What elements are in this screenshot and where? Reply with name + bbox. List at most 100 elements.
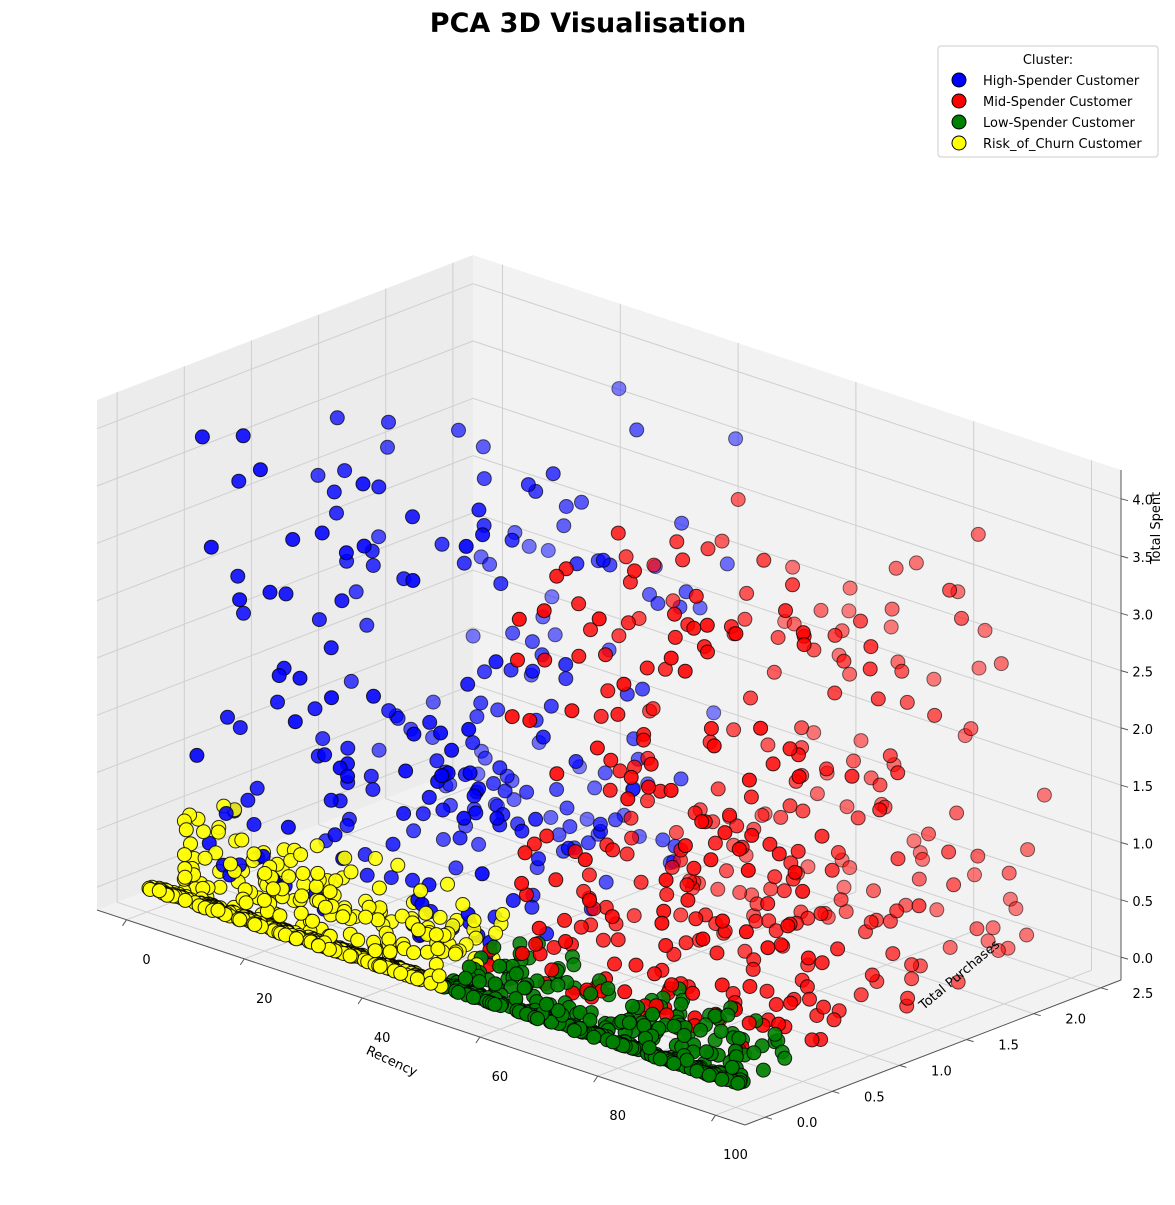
data-point bbox=[603, 752, 619, 768]
data-point bbox=[645, 701, 661, 717]
data-point bbox=[334, 593, 350, 609]
data-point bbox=[492, 760, 508, 776]
data-point bbox=[864, 967, 880, 983]
data-point bbox=[612, 763, 628, 779]
data-point bbox=[724, 1059, 740, 1075]
grid-z-left bbox=[96, 455, 474, 602]
data-point bbox=[688, 588, 704, 604]
data-point bbox=[629, 422, 645, 438]
data-point bbox=[680, 892, 696, 908]
data-point bbox=[894, 663, 910, 679]
data-point bbox=[582, 1012, 598, 1028]
data-point bbox=[580, 835, 596, 851]
data-point bbox=[544, 1014, 560, 1030]
data-point bbox=[574, 494, 589, 510]
data-point bbox=[1008, 901, 1024, 917]
data-point bbox=[699, 617, 715, 633]
data-point bbox=[558, 657, 574, 672]
data-point bbox=[1020, 842, 1036, 858]
data-point bbox=[985, 920, 1001, 936]
data-point bbox=[365, 558, 381, 573]
data-point bbox=[310, 865, 326, 881]
data-point bbox=[223, 856, 238, 872]
data-point bbox=[677, 838, 693, 854]
data-point bbox=[654, 915, 670, 931]
data-point bbox=[203, 539, 219, 555]
data-point bbox=[786, 616, 802, 632]
data-point bbox=[759, 983, 775, 999]
data-point bbox=[616, 676, 632, 692]
x-tick-mark bbox=[357, 997, 363, 1005]
data-point bbox=[482, 556, 498, 572]
x-tick-mark bbox=[593, 1075, 599, 1083]
data-point bbox=[853, 613, 868, 629]
data-point bbox=[548, 872, 564, 888]
data-point bbox=[262, 584, 278, 600]
data-point bbox=[665, 593, 681, 609]
data-point bbox=[549, 782, 565, 797]
data-point bbox=[899, 694, 915, 710]
x-axis-label: Recency bbox=[364, 1043, 420, 1080]
data-point bbox=[309, 838, 325, 854]
data-point bbox=[635, 681, 650, 697]
data-point bbox=[866, 883, 881, 899]
data-point bbox=[471, 836, 487, 852]
z-tick-label: 2.5 bbox=[1132, 666, 1153, 681]
data-point bbox=[640, 793, 655, 809]
data-point bbox=[739, 585, 755, 601]
z-tick-mark bbox=[1120, 555, 1129, 559]
data-point bbox=[783, 995, 799, 1011]
data-point bbox=[433, 725, 449, 741]
data-point bbox=[967, 867, 982, 883]
data-point bbox=[755, 1062, 771, 1078]
data-point bbox=[196, 824, 211, 840]
z-tick-label: 1.5 bbox=[1132, 780, 1153, 795]
data-point bbox=[977, 622, 993, 638]
data-point bbox=[623, 810, 639, 826]
data-point bbox=[425, 694, 441, 710]
y-tick-label: 1.0 bbox=[931, 1064, 952, 1079]
data-point bbox=[771, 846, 787, 862]
data-point bbox=[177, 892, 193, 908]
data-point bbox=[406, 945, 422, 961]
data-point bbox=[314, 525, 330, 541]
data-point bbox=[921, 826, 936, 842]
z-tick-mark bbox=[1120, 842, 1129, 845]
data-point bbox=[246, 817, 262, 832]
data-point bbox=[486, 939, 502, 955]
data-point bbox=[308, 879, 324, 894]
data-point bbox=[785, 559, 801, 575]
data-point bbox=[768, 997, 784, 1012]
data-point bbox=[741, 1015, 757, 1031]
data-point bbox=[550, 977, 566, 993]
data-point bbox=[338, 545, 354, 561]
data-point bbox=[544, 589, 560, 605]
data-point bbox=[607, 956, 622, 972]
data-point bbox=[728, 626, 744, 642]
data-point bbox=[271, 668, 287, 684]
data-point bbox=[234, 832, 250, 848]
data-point bbox=[610, 525, 626, 541]
data-point bbox=[363, 768, 379, 784]
grid-y-floor bbox=[385, 798, 1034, 1015]
data-point bbox=[911, 871, 927, 887]
data-point bbox=[970, 526, 986, 542]
data-point bbox=[643, 756, 659, 772]
data-point bbox=[608, 812, 623, 828]
data-point bbox=[713, 1023, 729, 1039]
data-point bbox=[422, 714, 438, 730]
data-point bbox=[862, 661, 878, 677]
data-point bbox=[658, 872, 674, 888]
data-point bbox=[617, 984, 633, 1000]
data-point bbox=[462, 765, 478, 781]
data-point bbox=[456, 555, 472, 571]
data-point bbox=[558, 499, 574, 514]
data-point bbox=[686, 860, 702, 876]
data-point bbox=[842, 860, 858, 876]
data-point bbox=[495, 907, 510, 922]
data-point bbox=[566, 957, 582, 973]
data-point bbox=[890, 851, 906, 867]
data-point bbox=[249, 780, 265, 796]
x-tick-label: 20 bbox=[256, 992, 273, 1007]
axis-lines bbox=[96, 470, 1122, 1126]
